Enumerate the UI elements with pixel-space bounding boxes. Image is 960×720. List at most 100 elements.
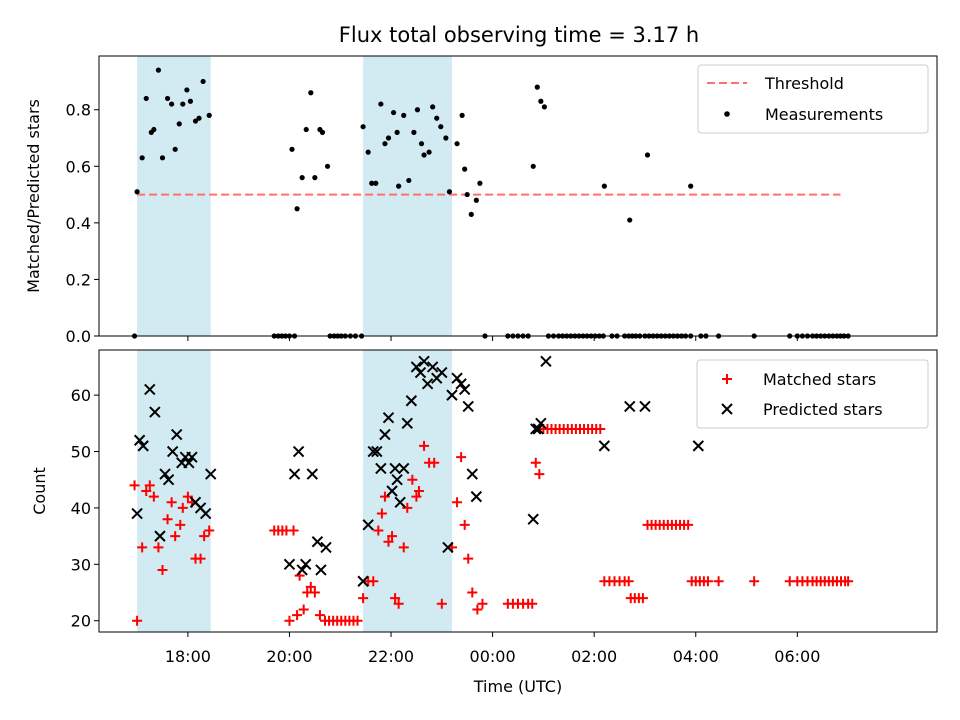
legend-predicted-swatch: [721, 403, 733, 415]
matched-star-point: [288, 525, 299, 536]
predicted-star-point: [288, 468, 301, 480]
matched-star-point: [195, 553, 206, 564]
predicted-star-point: [639, 400, 651, 413]
measurement-point: [406, 177, 412, 184]
matched-star-point: [459, 519, 470, 530]
x-tick-label: 20:00: [266, 647, 312, 666]
predicted-star-point: [436, 366, 448, 379]
matched-star-point: [530, 457, 541, 468]
matched-star-point: [398, 542, 409, 553]
predicted-star-point: [462, 400, 474, 413]
predicted-star-point: [442, 541, 454, 554]
predicted-star-point: [299, 558, 312, 571]
predicted-star-point: [205, 468, 217, 480]
measurement-point: [159, 155, 166, 161]
matched-star-point: [204, 525, 215, 536]
shaded-observing-windows: [137, 56, 452, 336]
ratio-legend-box: [697, 64, 929, 134]
y-tick-label: 0.6: [66, 157, 91, 176]
matched-star-point: [137, 542, 148, 553]
y-tick-label: 0.0: [66, 327, 91, 346]
measurement-point: [139, 155, 145, 161]
legend-matched-swatch: [722, 374, 732, 384]
predicted-star-point: [426, 361, 439, 373]
legend-matched-label: Matched stars: [763, 370, 876, 389]
matched-star-point: [713, 576, 724, 587]
x-axis-label: Time (UTC): [473, 677, 562, 696]
y-tick-label: 0.8: [66, 101, 91, 120]
matched-star-point: [595, 423, 606, 434]
matched-star-point: [477, 598, 488, 609]
predicted-star-point: [394, 496, 406, 508]
measurement-point: [421, 152, 427, 158]
measurement-point: [688, 183, 694, 189]
predicted-star-point: [283, 558, 296, 571]
matched-star-point: [402, 502, 413, 513]
measurement-point: [443, 135, 449, 141]
legend-threshold-label: Threshold: [764, 74, 844, 93]
matched-star-point: [148, 491, 159, 502]
matched-star-point: [387, 531, 398, 542]
measurement-point: [396, 183, 402, 189]
matched-star-point: [843, 576, 854, 587]
measurement-point: [454, 141, 460, 147]
matched-star-point: [683, 519, 694, 530]
measurement-point: [360, 124, 366, 130]
predicted-star-point: [540, 355, 552, 367]
measurement-point: [289, 146, 295, 152]
predicted-star-point: [133, 434, 146, 446]
matched-star-point: [284, 615, 295, 626]
figure-title: Flux total observing time = 3.17 h: [339, 23, 699, 47]
y-tick-label: 60: [71, 386, 91, 405]
measurement-point: [459, 112, 465, 118]
y-tick-label: 40: [71, 499, 91, 518]
measurement-point: [534, 84, 540, 90]
predicted-star-point: [166, 445, 179, 458]
measurement-point: [134, 189, 140, 195]
measurement-point: [151, 126, 157, 133]
predicted-star-point: [296, 564, 308, 576]
measurement-point: [468, 211, 474, 217]
measurement-point: [378, 101, 384, 107]
measurement-point: [438, 124, 444, 130]
predicted-star-point: [414, 366, 427, 379]
measurement-point: [430, 104, 436, 110]
predicted-star-point: [418, 355, 430, 367]
predicted-star-point: [421, 378, 434, 390]
count-y-axis-label: Count: [30, 467, 49, 515]
ratio-x-ticks: [187, 336, 798, 341]
matched-star-point: [373, 525, 384, 536]
predicted-star-point: [470, 490, 483, 503]
axes-spine: [98, 55, 938, 337]
matched-star-point: [376, 508, 387, 519]
matched-star-point: [157, 564, 168, 575]
time-x-axis: 18:00 20:00 22:00 00:00 02:00 04:00 06:00: [165, 632, 820, 666]
predicted-star-point: [398, 462, 410, 475]
matched-star-point: [702, 576, 713, 587]
predicted-star-point: [320, 541, 332, 554]
measurement-point: [192, 118, 199, 124]
measurement-point: [303, 126, 309, 133]
shaded-region-2: [363, 56, 452, 336]
matched-star-point: [419, 440, 430, 451]
measurement-point: [394, 129, 400, 135]
shaded-region-2: [363, 350, 452, 632]
measurement-point: [155, 67, 162, 73]
predicted-star-point: [311, 536, 324, 548]
predicted-star-point: [186, 451, 198, 463]
matched-star-point: [153, 542, 164, 553]
measurement-point: [196, 115, 202, 121]
predicted-star-point: [455, 378, 467, 390]
predicted-star-point: [692, 440, 705, 452]
predicted-star-point: [535, 417, 547, 430]
predicted-star-point: [315, 564, 327, 576]
predicted-star-point: [391, 474, 403, 486]
measurement-point: [187, 98, 194, 104]
predicted-star-point: [446, 389, 458, 401]
predicted-star-points: [131, 355, 705, 587]
measurement-point: [426, 149, 432, 155]
matched-star-point: [298, 604, 309, 615]
ratio-axes-frame: [98, 55, 938, 337]
predicted-star-point: [367, 445, 379, 458]
matched-star-point: [456, 452, 467, 463]
